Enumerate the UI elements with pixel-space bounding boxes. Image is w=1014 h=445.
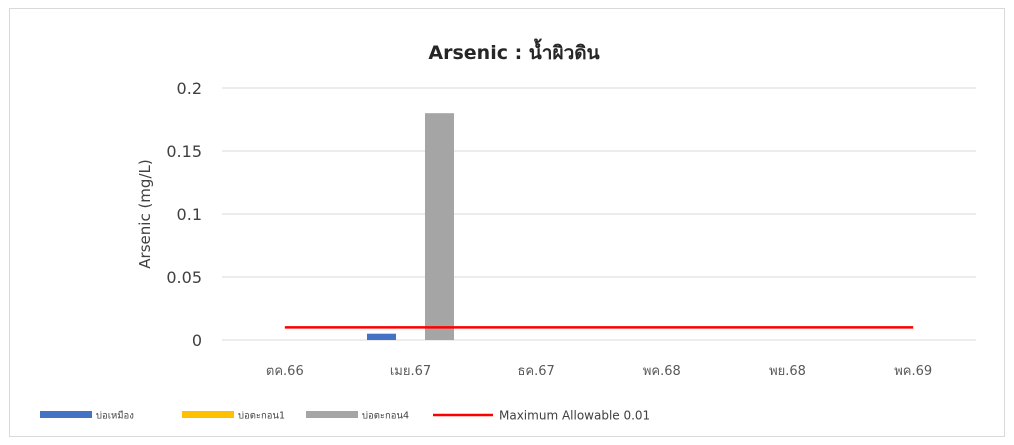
y-tick-label: 0.1 [177,205,202,224]
y-tick-label: 0 [192,331,202,350]
y-tick-label: 0.05 [166,268,202,287]
x-tick-label: เมย.67 [390,364,431,379]
x-tick-label: พค.68 [643,364,681,379]
y-tick-label: 0.15 [166,142,202,161]
x-tick-labels: ตค.66 เมย.67 ธค.67 พค.68 พย.68 พค.69 [266,364,932,379]
chart-title: Arsenic : น้ำผิวดิน [428,38,599,64]
legend-swatch-1 [40,411,92,418]
x-tick-label: พค.69 [894,364,932,379]
legend-swatch-2 [182,411,234,418]
y-axis-label: Arsenic (mg/L) [136,159,154,268]
bars [367,113,454,340]
legend-label-3: บ่อตะกอน4 [362,411,409,422]
bar-บ่อเหมือง-เมย.67 [367,333,396,340]
legend-swatch-3 [306,411,358,418]
x-tick-label: พย.68 [769,364,806,379]
y-tick-labels: 0 0.05 0.1 0.15 0.2 [166,79,202,350]
x-tick-label: ธค.67 [518,364,555,379]
x-tick-label: ตค.66 [266,364,304,379]
bar-บ่อตะกอน4-เมย.67 [425,113,454,340]
y-tick-label: 0.2 [177,79,202,98]
legend-label-limit: Maximum Allowable 0.01 [499,409,650,423]
legend-label-1: บ่อเหมือง [96,411,134,422]
legend-label-2: บ่อตะกอน1 [238,411,285,422]
legend: บ่อเหมือง บ่อตะกอน1 บ่อตะกอน4 Maximum Allow… [40,409,650,423]
chart-frame [9,8,1005,437]
gridlines [222,87,976,341]
